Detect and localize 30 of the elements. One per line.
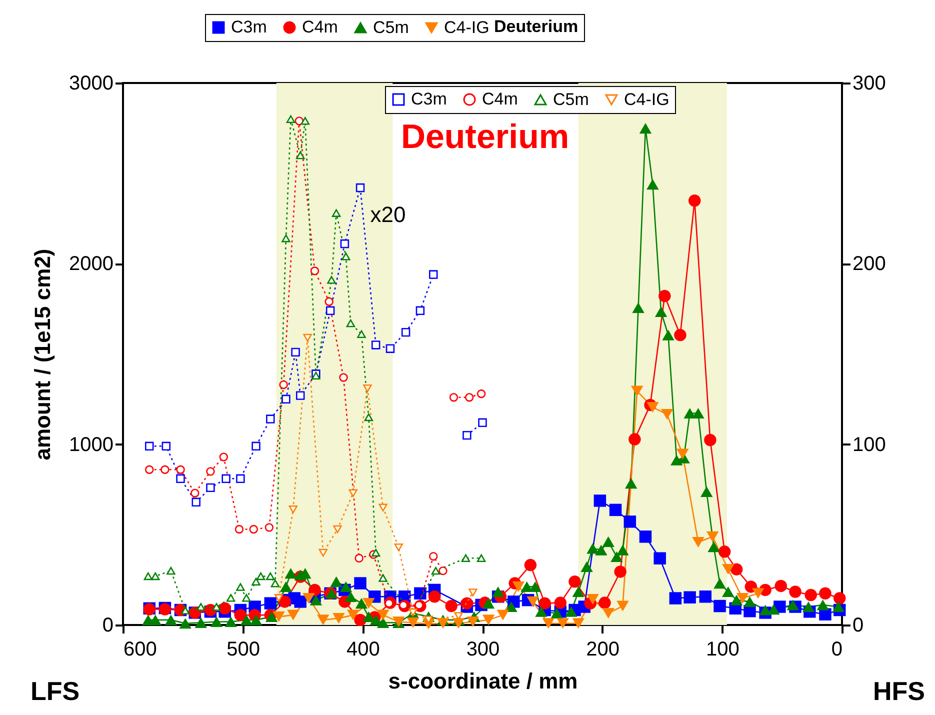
legend-label: C4-IG (444, 18, 490, 37)
legend-label: C5m (373, 18, 409, 37)
y-tick-label: 1000 (69, 434, 114, 456)
y2-tick-label: 200 (852, 253, 886, 276)
x-tick-label: 200 (586, 638, 620, 660)
legend-label: C3m (231, 18, 267, 37)
annotation: x20 (370, 202, 406, 227)
y2-tick-label: 0 (852, 614, 864, 636)
legend-title: Deuterium (494, 17, 578, 36)
y2-tick-label: 300 (852, 72, 886, 94)
y-tick-label: 3000 (69, 72, 114, 94)
legend-label: C4m (482, 90, 518, 109)
y2-tick-label: 100 (852, 434, 886, 456)
legend-label: C3m (411, 90, 447, 109)
y-tick-label: 2000 (69, 253, 114, 276)
y-axis-title: amount / (1e15 cm2) (30, 248, 56, 460)
x-axis-title: s-coordinate / mm (388, 668, 578, 694)
x-tick-label: 300 (466, 638, 500, 660)
x-tick-label: 600 (124, 638, 157, 660)
annotation: Deuterium (400, 118, 570, 156)
x-tick-label: 100 (706, 638, 740, 660)
legend-label: C4m (302, 18, 338, 37)
x-tick-label: 500 (226, 638, 260, 660)
legend-label: C5m (553, 90, 589, 109)
text: LFS (30, 676, 80, 706)
y-tick-label: 0 (102, 614, 114, 636)
legend-label: C4-IG (624, 90, 670, 109)
text: HFS (873, 676, 925, 706)
x-tick-label: 400 (346, 638, 380, 660)
x-tick-label: 0 (831, 638, 842, 660)
